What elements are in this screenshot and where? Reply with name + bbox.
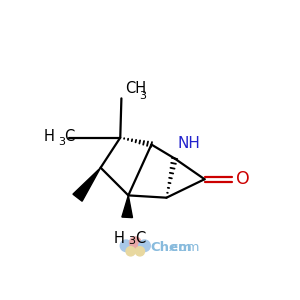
Text: .com: .com [167, 241, 200, 254]
Polygon shape [73, 168, 100, 201]
Text: C: C [135, 231, 145, 246]
Circle shape [135, 247, 145, 256]
Text: C: C [64, 129, 75, 144]
Circle shape [120, 240, 132, 251]
Polygon shape [122, 195, 133, 218]
Text: 3: 3 [129, 236, 136, 246]
Text: CH: CH [125, 81, 146, 96]
Text: NH: NH [177, 136, 200, 152]
Text: O: O [236, 170, 250, 188]
Text: Chem: Chem [150, 241, 192, 254]
Text: H: H [44, 129, 54, 144]
Circle shape [126, 247, 135, 256]
Circle shape [130, 237, 141, 248]
Circle shape [139, 240, 150, 251]
Text: H: H [114, 231, 125, 246]
Text: 3: 3 [58, 136, 65, 147]
Text: 3: 3 [139, 91, 146, 101]
